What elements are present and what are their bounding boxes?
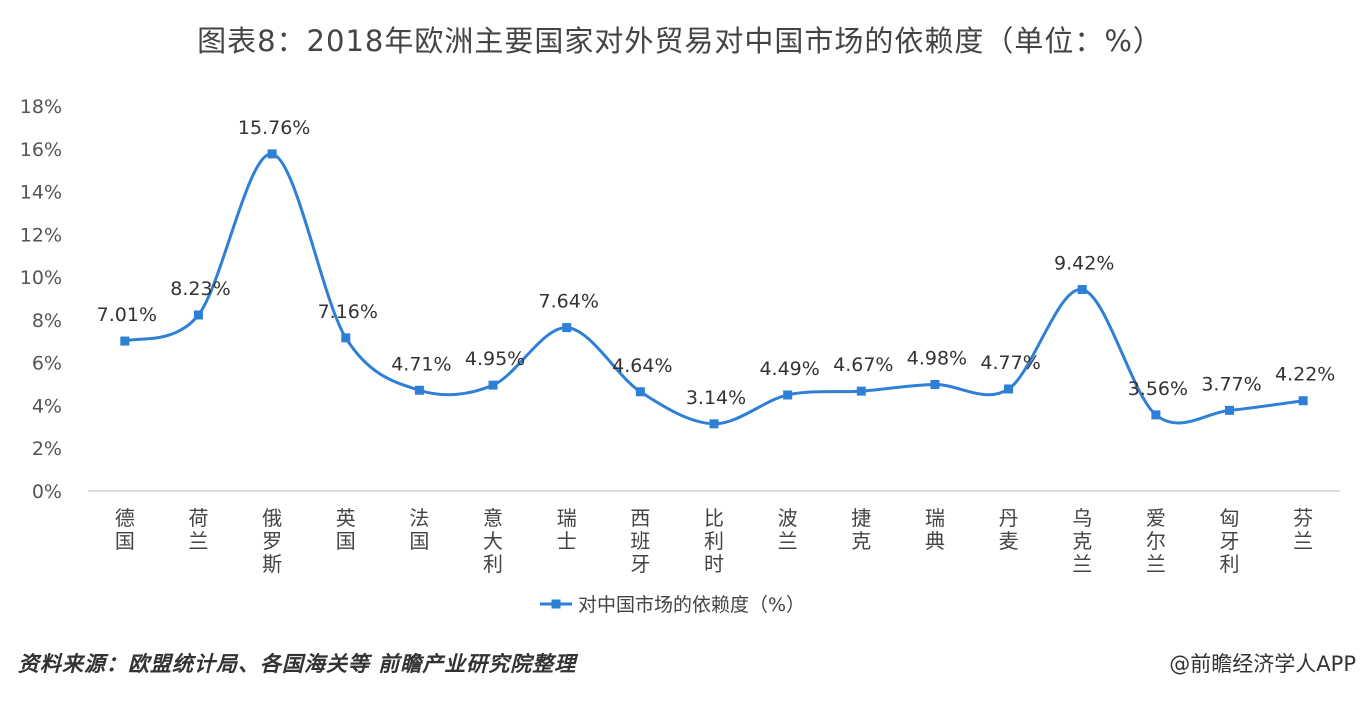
x-tick-label: 乌克兰	[1072, 506, 1092, 576]
data-point	[783, 390, 793, 400]
x-tick-label: 匈牙利	[1220, 506, 1240, 576]
data-point	[635, 387, 645, 397]
data-label: 4.67%	[833, 354, 893, 376]
legend-marker	[551, 599, 561, 609]
data-point	[488, 380, 498, 390]
x-tick-label: 德国	[115, 506, 135, 553]
data-point	[193, 310, 203, 320]
x-tick-label: 波兰	[778, 506, 798, 553]
x-tick-label: 爱尔兰	[1146, 506, 1166, 576]
data-point	[1077, 285, 1087, 295]
y-tick-label: 8%	[32, 310, 62, 332]
data-label: 4.98%	[907, 347, 967, 369]
y-tick-label: 16%	[20, 139, 62, 161]
data-point	[1298, 396, 1308, 406]
data-point	[562, 323, 572, 333]
x-tick-label: 芬兰	[1293, 506, 1313, 553]
y-tick-label: 10%	[20, 267, 62, 289]
y-tick-label: 14%	[20, 182, 62, 204]
y-tick-label: 12%	[20, 224, 62, 246]
x-tick-label: 英国	[336, 506, 356, 553]
y-tick-label: 4%	[32, 395, 62, 417]
y-tick-label: 2%	[32, 438, 62, 460]
data-label: 4.22%	[1275, 364, 1335, 386]
line-chart: 0% 2% 4% 6% 8% 10% 12% 14% 16% 18% 德国 荷兰 俄罗斯 英国 法国 意大利 瑞…	[20, 96, 1340, 616]
y-tick-label: 18%	[20, 96, 62, 118]
data-label: 7.01%	[97, 304, 157, 326]
data-point	[856, 386, 866, 396]
data-label: 4.64%	[612, 355, 672, 377]
x-tick-label: 瑞士	[557, 506, 577, 553]
legend-label: 对中国市场的依赖度（%）	[578, 594, 805, 616]
data-label: 4.49%	[759, 358, 819, 380]
data-label: 3.77%	[1201, 373, 1261, 395]
data-point	[709, 419, 719, 429]
data-point	[267, 149, 277, 159]
data-point	[341, 333, 351, 343]
data-label: 3.14%	[686, 387, 746, 409]
x-tick-label: 荷兰	[188, 506, 208, 553]
data-label: 7.16%	[318, 301, 378, 323]
data-point	[120, 336, 130, 346]
x-tick-label: 法国	[409, 506, 429, 553]
series-line	[124, 152, 1304, 426]
x-tick-label: 比利时	[704, 506, 724, 576]
credit-note: @前瞻经济学人APP	[1169, 652, 1356, 676]
data-point	[1225, 405, 1235, 415]
data-label: 7.64%	[539, 291, 599, 313]
data-point	[1151, 410, 1161, 420]
data-label: 4.71%	[391, 353, 451, 375]
x-tick-label: 瑞典	[925, 506, 945, 553]
data-label: 8.23%	[170, 278, 230, 300]
source-note: 资料来源：欧盟统计局、各国海关等 前瞻产业研究院整理	[18, 652, 577, 676]
data-label: 4.95%	[465, 348, 525, 370]
x-tick-label: 丹麦	[999, 506, 1019, 553]
data-point	[930, 379, 940, 389]
data-label: 3.56%	[1128, 378, 1188, 400]
y-tick-label: 0%	[32, 481, 62, 503]
data-point	[1004, 384, 1014, 394]
data-label: 9.42%	[1054, 253, 1114, 275]
x-tick-label: 捷克	[851, 506, 871, 553]
x-tick-label: 西班牙	[630, 506, 650, 576]
data-point	[414, 385, 424, 395]
data-label: 4.77%	[980, 352, 1040, 374]
data-label: 15.76%	[238, 117, 310, 139]
x-tick-label: 俄罗斯	[262, 506, 282, 576]
chart-title: 图表8：2018年欧洲主要国家对外贸易对中国市场的依赖度（单位：%）	[197, 24, 1163, 58]
x-tick-label: 意大利	[483, 506, 503, 576]
y-tick-label: 6%	[32, 353, 62, 375]
